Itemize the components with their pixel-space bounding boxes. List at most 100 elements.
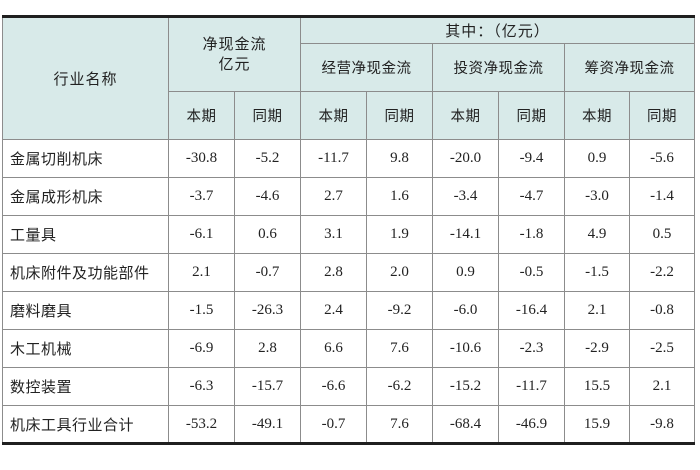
value-cell: -15.2 <box>432 367 500 406</box>
table-row: 数控装置 -6.3 -15.7 -6.6 -6.2 -15.2 -11.7 15… <box>2 367 696 406</box>
value-cell: -9.8 <box>629 405 696 444</box>
header-net-cash-flow-line2: 亿元 <box>218 55 251 73</box>
value-cell: -2.2 <box>629 253 696 292</box>
header-among-which: 其中：（亿元） <box>300 16 696 44</box>
value-cell: -30.8 <box>168 139 235 178</box>
value-cell: -14.1 <box>432 215 500 254</box>
table-row: 磨料磨具 -1.5 -26.3 2.4 -9.2 -6.0 -16.4 2.1 … <box>2 291 696 330</box>
value-cell: 7.6 <box>366 405 434 444</box>
value-cell: 9.8 <box>366 139 434 178</box>
header-period-prior: 同期 <box>233 91 302 140</box>
value-cell: -0.8 <box>629 291 696 330</box>
table-row: 木工机械 -6.9 2.8 6.6 7.6 -10.6 -2.3 -2.9 -2… <box>2 329 696 368</box>
value-cell: 0.9 <box>564 139 631 178</box>
industry-name-cell: 金属成形机床 <box>2 177 169 216</box>
value-cell: -16.4 <box>498 291 566 330</box>
value-cell: 4.9 <box>564 215 631 254</box>
value-cell: -0.7 <box>300 405 368 444</box>
value-cell: -6.3 <box>168 367 235 406</box>
value-cell: -9.2 <box>366 291 434 330</box>
table-row: 金属切削机床 -30.8 -5.2 -11.7 9.8 -20.0 -9.4 0… <box>2 139 696 178</box>
table-row: 机床附件及功能部件 2.1 -0.7 2.8 2.0 0.9 -0.5 -1.5… <box>2 253 696 292</box>
value-cell: 2.4 <box>300 291 368 330</box>
value-cell: -3.4 <box>432 177 500 216</box>
header-net-cash-flow-line1: 净现金流 <box>202 36 267 53</box>
value-cell: -3.0 <box>564 177 631 216</box>
header-period-current: 本期 <box>432 91 500 140</box>
value-cell: -11.7 <box>498 367 566 406</box>
value-cell: -68.4 <box>432 405 500 444</box>
value-cell: -1.8 <box>498 215 566 254</box>
value-cell: 2.7 <box>300 177 368 216</box>
value-cell: -6.1 <box>168 215 235 254</box>
industry-name-cell: 机床工具行业合计 <box>2 405 169 444</box>
value-cell: 6.6 <box>300 329 368 368</box>
value-cell: -53.2 <box>168 405 235 444</box>
header-period-prior: 同期 <box>629 91 696 140</box>
value-cell: -49.1 <box>233 405 302 444</box>
value-cell: -6.6 <box>300 367 368 406</box>
value-cell: 2.1 <box>168 253 235 292</box>
value-cell: 2.8 <box>300 253 368 292</box>
value-cell: 2.0 <box>366 253 434 292</box>
header-net-cash-flow: 净现金流 亿元 <box>167 16 302 92</box>
value-cell: -10.6 <box>432 329 500 368</box>
header-operating-flow: 经营净现金流 <box>300 43 434 92</box>
header-row-2: 经营净现金流 投资净现金流 筹资净现金流 <box>3 43 696 92</box>
header-row-3: 本期 同期 本期 同期 本期 同期 本期 同期 <box>3 91 696 140</box>
value-cell: -46.9 <box>498 405 566 444</box>
value-cell: -4.7 <box>498 177 566 216</box>
value-cell: -1.5 <box>564 253 631 292</box>
value-cell: -2.9 <box>564 329 631 368</box>
value-cell: -5.2 <box>233 139 302 178</box>
value-cell: 0.6 <box>233 215 302 254</box>
value-cell: 7.6 <box>366 329 434 368</box>
value-cell: -15.7 <box>233 367 302 406</box>
header-row-1: 行业名称 净现金流 亿元 其中：（亿元） <box>2 16 696 140</box>
value-cell: -6.0 <box>432 291 500 330</box>
value-cell: 3.1 <box>300 215 368 254</box>
table-row: 金属成形机床 -3.7 -4.6 2.7 1.6 -3.4 -4.7 -3.0 … <box>2 177 696 216</box>
industry-name-cell: 木工机械 <box>2 329 169 368</box>
value-cell: 2.8 <box>233 329 302 368</box>
value-cell: 2.1 <box>629 367 696 406</box>
header-period-current: 本期 <box>168 91 235 140</box>
value-cell: 2.1 <box>564 291 631 330</box>
table-row: 工量具 -6.1 0.6 3.1 1.9 -14.1 -1.8 4.9 0.5 <box>2 215 696 254</box>
industry-name-cell: 数控装置 <box>2 367 169 406</box>
header-period-current: 本期 <box>564 91 631 140</box>
value-cell: 15.5 <box>564 367 631 406</box>
header-period-current: 本期 <box>300 91 368 140</box>
value-cell: -20.0 <box>432 139 500 178</box>
value-cell: -5.6 <box>629 139 696 178</box>
value-cell: 1.9 <box>366 215 434 254</box>
value-cell: -2.5 <box>629 329 696 368</box>
value-cell: -9.4 <box>498 139 566 178</box>
industry-name-cell: 工量具 <box>2 215 169 254</box>
value-cell: -6.9 <box>168 329 235 368</box>
value-cell: -2.3 <box>498 329 566 368</box>
value-cell: -1.5 <box>168 291 235 330</box>
value-cell: 15.9 <box>564 405 631 444</box>
value-cell: 0.5 <box>629 215 696 254</box>
header-financing-flow: 筹资净现金流 <box>564 43 696 92</box>
header-industry-name: 行业名称 <box>2 16 169 140</box>
value-cell: -11.7 <box>300 139 368 178</box>
value-cell: -6.2 <box>366 367 434 406</box>
value-cell: -4.6 <box>233 177 302 216</box>
cash-flow-table: 行业名称 净现金流 亿元 其中：（亿元） 经营净现金流 投资净现金流 筹资净现金… <box>2 15 696 445</box>
header-period-prior: 同期 <box>366 91 434 140</box>
value-cell: 0.9 <box>432 253 500 292</box>
industry-name-cell: 磨料磨具 <box>2 291 169 330</box>
industry-name-cell: 机床附件及功能部件 <box>2 253 169 292</box>
header-period-prior: 同期 <box>498 91 566 140</box>
value-cell: -0.5 <box>498 253 566 292</box>
value-cell: -0.7 <box>233 253 302 292</box>
value-cell: -3.7 <box>168 177 235 216</box>
table-row-total: 机床工具行业合计 -53.2 -49.1 -0.7 7.6 -68.4 -46.… <box>2 405 696 444</box>
header-investing-flow: 投资净现金流 <box>432 43 566 92</box>
value-cell: -26.3 <box>233 291 302 330</box>
value-cell: 1.6 <box>366 177 434 216</box>
industry-name-cell: 金属切削机床 <box>2 139 169 178</box>
